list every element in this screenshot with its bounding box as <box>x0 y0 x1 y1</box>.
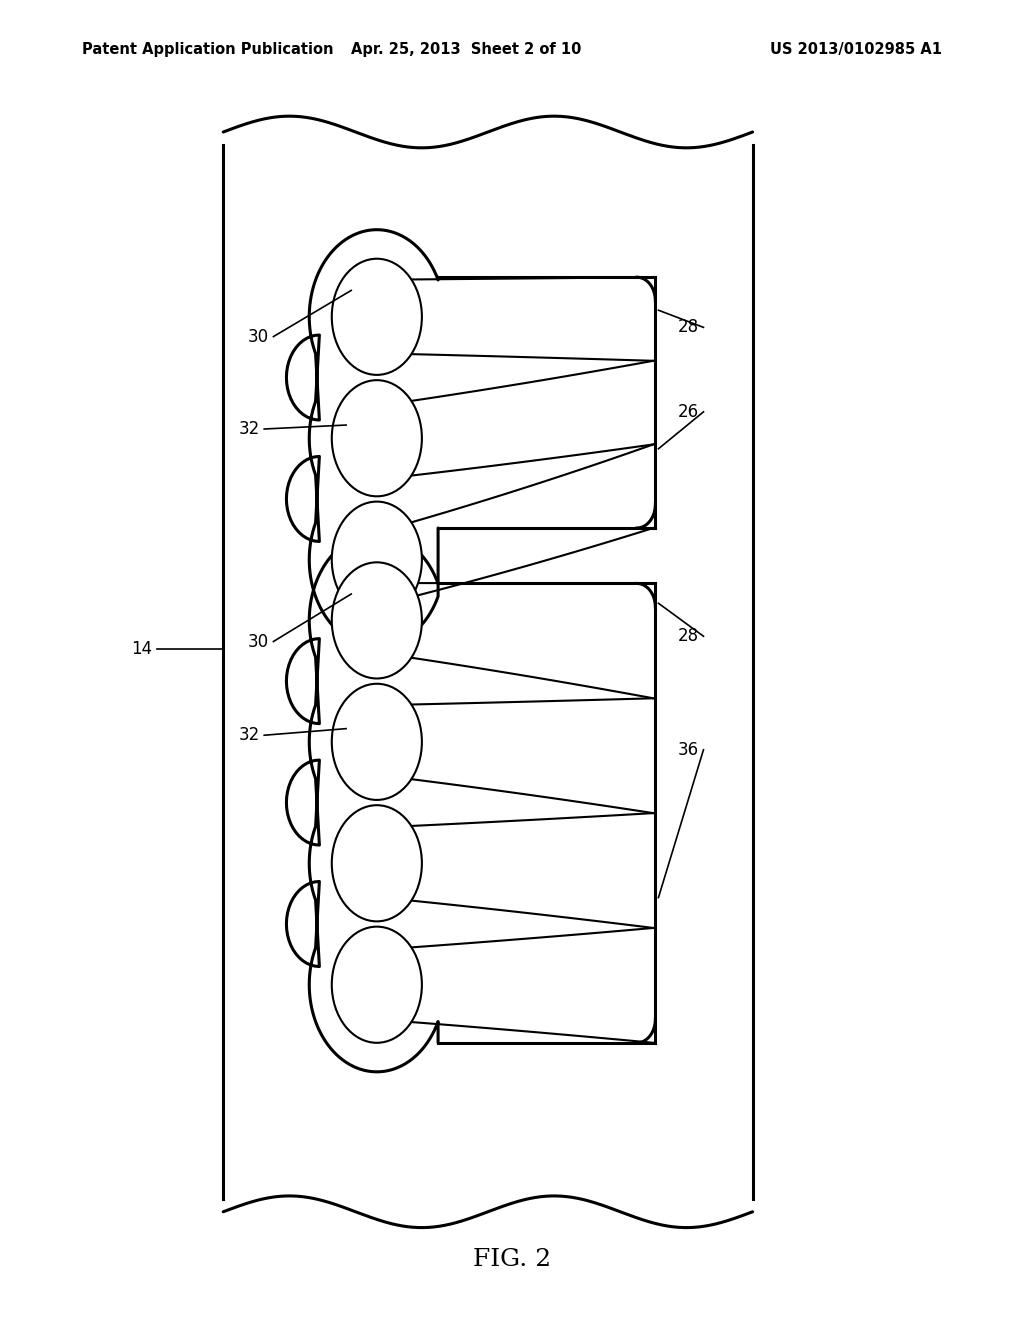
Circle shape <box>332 684 422 800</box>
Text: US 2013/0102985 A1: US 2013/0102985 A1 <box>770 42 942 57</box>
Circle shape <box>332 927 422 1043</box>
Text: 30: 30 <box>248 632 269 651</box>
Text: 32: 32 <box>239 726 260 744</box>
Circle shape <box>332 562 422 678</box>
Text: 28: 28 <box>678 318 699 337</box>
Text: 36: 36 <box>678 741 699 759</box>
Circle shape <box>332 502 422 618</box>
Circle shape <box>332 259 422 375</box>
Text: 32: 32 <box>239 420 260 438</box>
Circle shape <box>332 380 422 496</box>
Text: 28: 28 <box>678 627 699 645</box>
Circle shape <box>332 805 422 921</box>
Text: Patent Application Publication: Patent Application Publication <box>82 42 334 57</box>
Text: 26: 26 <box>678 403 699 421</box>
Text: 30: 30 <box>248 327 269 346</box>
Text: 14: 14 <box>131 640 153 659</box>
Text: FIG. 2: FIG. 2 <box>473 1247 551 1271</box>
Text: Apr. 25, 2013  Sheet 2 of 10: Apr. 25, 2013 Sheet 2 of 10 <box>351 42 581 57</box>
